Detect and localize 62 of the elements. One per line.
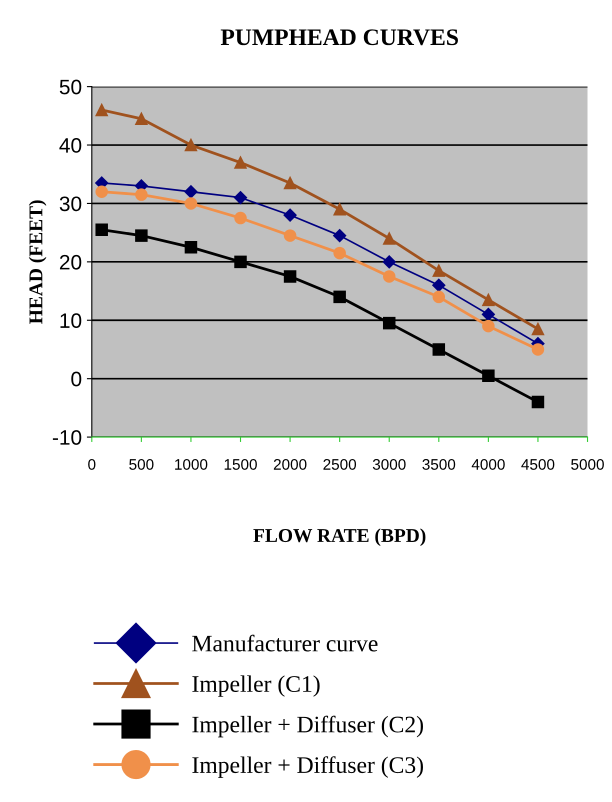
legend-label: Impeller + Diffuser (C2) bbox=[192, 716, 423, 738]
point bbox=[333, 290, 346, 304]
point bbox=[234, 256, 247, 268]
point bbox=[432, 290, 446, 304]
y-tick-label: 30 bbox=[60, 196, 82, 212]
legend-label: Manufacturer curve bbox=[192, 634, 378, 652]
point bbox=[135, 112, 148, 125]
x-tick-label: 4000 bbox=[472, 459, 505, 470]
point bbox=[333, 228, 346, 242]
point bbox=[184, 197, 198, 210]
x-tick-label: 3500 bbox=[422, 459, 456, 470]
point bbox=[382, 232, 396, 245]
point bbox=[482, 320, 495, 332]
point bbox=[382, 316, 396, 330]
point bbox=[432, 343, 446, 356]
x-tick-label: 5000 bbox=[571, 459, 604, 470]
x-tick-label: 1500 bbox=[224, 459, 257, 470]
point bbox=[382, 255, 396, 268]
point bbox=[95, 104, 108, 116]
point bbox=[284, 270, 296, 283]
point bbox=[284, 176, 296, 190]
x-tick-label: 3000 bbox=[372, 459, 406, 470]
point bbox=[135, 229, 148, 242]
point bbox=[95, 186, 108, 198]
point bbox=[284, 229, 296, 242]
point bbox=[432, 278, 446, 292]
y-tick-label: 0 bbox=[71, 372, 82, 386]
point bbox=[95, 223, 108, 236]
point bbox=[333, 203, 346, 216]
y-tick-label: -10 bbox=[52, 430, 82, 445]
point bbox=[532, 343, 544, 356]
point bbox=[482, 308, 495, 322]
point bbox=[482, 370, 495, 382]
x-tick-label: 1000 bbox=[175, 459, 208, 470]
x-tick-label: 500 bbox=[129, 459, 154, 470]
x-tick-label: 2000 bbox=[274, 459, 306, 470]
point bbox=[184, 185, 198, 198]
x-axis-title: FLOW RATE (BPD) bbox=[253, 528, 426, 546]
y-tick-label: 40 bbox=[59, 138, 82, 153]
legend-label: Impeller (C1) bbox=[192, 675, 320, 697]
point bbox=[184, 138, 198, 152]
point bbox=[234, 191, 248, 204]
point bbox=[382, 270, 396, 283]
x-tick-label: 0 bbox=[88, 459, 96, 470]
legend-label: Impeller + Diffuser (C3) bbox=[192, 756, 423, 778]
point bbox=[234, 212, 247, 224]
y-tick-label: 50 bbox=[60, 80, 82, 94]
x-tick-label: 4500 bbox=[521, 459, 554, 470]
y-tick-label: 10 bbox=[60, 313, 82, 328]
point bbox=[432, 264, 446, 277]
point bbox=[184, 241, 198, 254]
chart-title: PUMPHEAD CURVES bbox=[220, 29, 458, 46]
point bbox=[333, 246, 346, 260]
point bbox=[482, 294, 495, 306]
point bbox=[532, 322, 544, 336]
y-axis-title: HEAD (FEET) bbox=[28, 200, 46, 324]
x-tick-label: 2500 bbox=[323, 459, 356, 470]
point bbox=[234, 156, 247, 169]
point bbox=[284, 208, 297, 222]
y-tick-label: 20 bbox=[60, 254, 82, 270]
point bbox=[532, 396, 544, 408]
point bbox=[135, 188, 148, 201]
